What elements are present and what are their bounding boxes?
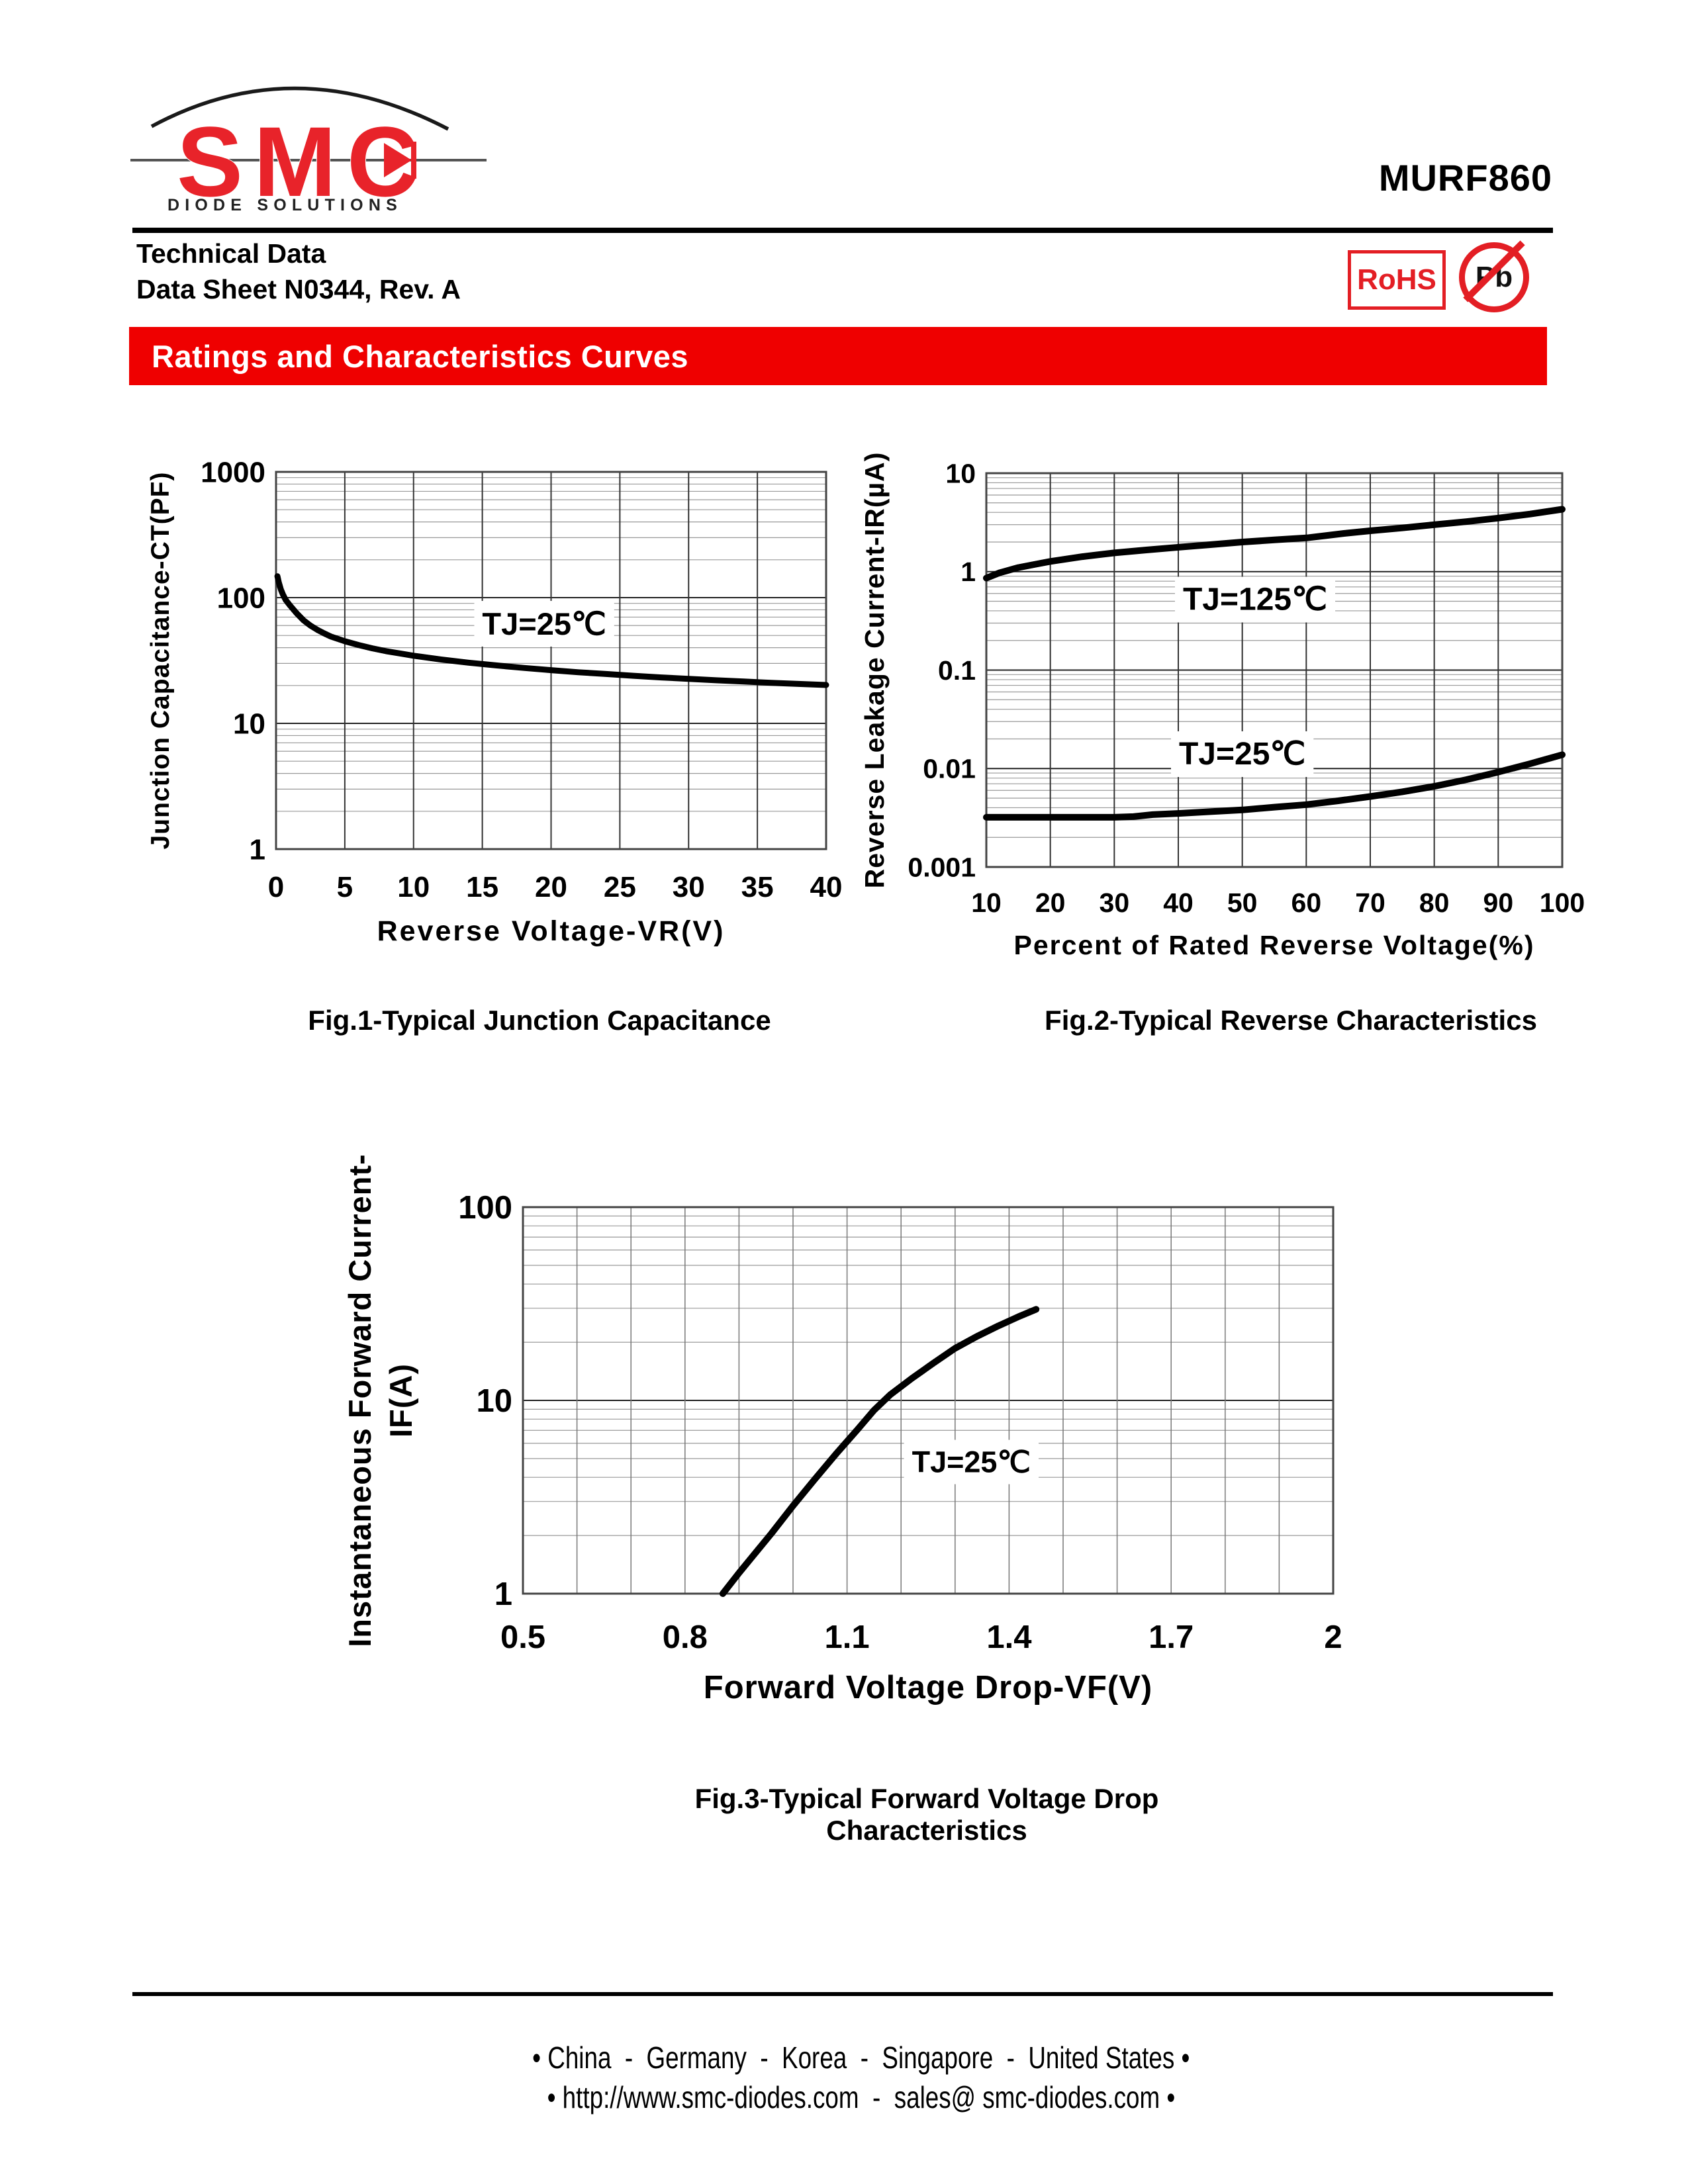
logo-arc-icon	[150, 86, 449, 131]
fig1-x-tick: 25	[604, 871, 636, 903]
fig3-x-tick: 1.7	[1149, 1619, 1194, 1655]
fig3-y-tick: 10	[476, 1383, 512, 1419]
fig2-y-tick: 0.1	[938, 655, 976, 686]
fig2-xlabel: Percent of Rated Reverse Voltage(%)	[1014, 930, 1535, 960]
fig3-ylabel: IF(A)	[383, 1363, 418, 1437]
fig1-x-tick: 30	[673, 871, 705, 903]
fig2-x-tick: 90	[1483, 887, 1514, 918]
diode-symbol-icon	[384, 142, 416, 179]
fig2-annotation: TJ=125℃	[1183, 582, 1327, 617]
fig2-x-tick: 80	[1419, 887, 1450, 918]
fig3-ylabel: Instantaneous Forward Current-	[342, 1154, 377, 1647]
fig2-series-1	[983, 751, 1566, 821]
footer-contact: • http://www.smc-diodes.com - sales@ smc…	[0, 2044, 1688, 2151]
fig2-annotation: TJ=25℃	[1179, 737, 1305, 772]
fig2-series-0	[983, 506, 1566, 582]
fig2-x-tick: 20	[1035, 887, 1066, 918]
fig1-x-tick: 40	[810, 871, 843, 903]
section-banner: Ratings and Characteristics Curves	[129, 327, 1547, 385]
fig1-y-tick: 100	[217, 582, 265, 614]
rohs-badge-label: RoHS	[1357, 263, 1436, 296]
fig2-svg: TJ=125℃ TJ=25℃ 10 20 30 40 50 60 70 80 90 100 10 1 0.1…	[859, 452, 1585, 960]
page-title: MURF860	[1378, 157, 1552, 199]
footer-contact-text: • http://www.smc-diodes.com - sales@ smc…	[547, 2080, 1175, 2115]
fig2-ylabel: Reverse Leakage Current-IR(µA)	[859, 452, 890, 889]
fig1-ylabel: Junction Capacitance-CT(PF)	[146, 472, 175, 850]
fig2-y-tick: 10	[945, 458, 976, 488]
fig3-forward-voltage-chart: TJ=25℃ 0.5 0.8 1.1 1.4 1.7 2 100 10 1 Forward Volt…	[331, 1125, 1423, 1744]
footer-locations-text: • China - Germany - Korea - Singapore - …	[532, 2040, 1190, 2075]
footer-locations: • China - Germany - Korea - Singapore - …	[0, 2004, 1688, 2111]
fig1-x-tick: 10	[397, 871, 430, 903]
fig1-x-tick: 35	[741, 871, 774, 903]
doc-meta: Technical Data Data Sheet N0344, Rev. A	[136, 236, 461, 307]
fig3-xlabel: Forward Voltage Drop-VF(V)	[704, 1670, 1152, 1706]
fig1-plot-border	[275, 471, 827, 850]
fig2-reverse-characteristics-chart: TJ=125℃ TJ=25℃ 10 20 30 40 50 60 70 80 90 100 10 1 0.1…	[847, 397, 1628, 996]
fig2-caption: Fig.2-Typical Reverse Characteristics	[1045, 1005, 1537, 1036]
section-title: Ratings and Characteristics Curves	[152, 338, 689, 374]
fig1-y-tick: 1	[250, 833, 265, 866]
fig2-x-tick: 50	[1227, 887, 1258, 918]
fig2-x-tick: 30	[1100, 887, 1130, 918]
fig1-svg: TJ=25℃ 0 5 10 15 20 25 30 35 40 1000 100 10 1 Reverse …	[146, 456, 843, 947]
fig1-annotation: TJ=25℃	[482, 606, 606, 641]
fig2-x-tick: 100	[1540, 887, 1585, 918]
fig3-caption: Fig.3-Typical Forward Voltage Drop Chara…	[694, 1783, 1159, 1846]
fig2-y-tick: 0.01	[923, 754, 976, 784]
fig1-y-tick: 1000	[201, 456, 265, 488]
doc-meta-line2: Data Sheet N0344, Rev. A	[136, 274, 461, 304]
fig3-x-tick: 1.1	[825, 1619, 870, 1655]
fig1-junction-capacitance-chart: TJ=25℃ 0 5 10 15 20 25 30 35 40 1000 100 10 1 Reverse …	[126, 397, 874, 983]
fig2-plot-border	[985, 472, 1564, 868]
fig3-plot-border	[522, 1206, 1335, 1595]
fig2-x-tick: 60	[1291, 887, 1322, 918]
fig3-annotation: TJ=25℃	[912, 1445, 1031, 1479]
fig1-x-tick: 20	[535, 871, 567, 903]
fig3-y-tick: 100	[458, 1190, 512, 1226]
fig3-svg: TJ=25℃ 0.5 0.8 1.1 1.4 1.7 2 100 10 1 Forward Volt…	[342, 1154, 1342, 1706]
fig3-x-tick: 0.8	[663, 1619, 708, 1655]
rohs-badge: RoHS	[1348, 250, 1446, 310]
pb-free-badge: Pb	[1459, 242, 1529, 312]
logo-brand-text: SMC	[177, 106, 429, 217]
fig2-y-tick: 0.001	[908, 852, 976, 882]
fig1-x-tick: 15	[466, 871, 498, 903]
fig3-series-0	[719, 1306, 1040, 1597]
fig1-caption: Fig.1-Typical Junction Capacitance	[308, 1005, 771, 1036]
fig2-x-tick: 10	[971, 887, 1002, 918]
fig3-x-tick: 1.4	[986, 1619, 1031, 1655]
footer-rule	[132, 1992, 1553, 1996]
smc-logo: SMC DIODE SOLUTIONS	[130, 86, 487, 218]
logo-tagline-text: DIODE SOLUTIONS	[167, 196, 402, 214]
fig1-x-tick: 5	[337, 871, 353, 903]
fig1-x-tick: 0	[268, 871, 284, 903]
fig3-x-tick: 2	[1324, 1619, 1342, 1655]
fig2-x-tick: 40	[1163, 887, 1194, 918]
header-rule	[132, 228, 1553, 233]
fig1-series-0	[274, 573, 829, 688]
doc-meta-line1: Technical Data	[136, 238, 326, 269]
fig3-x-tick: 0.5	[500, 1619, 545, 1655]
fig1-y-tick: 10	[233, 707, 265, 740]
fig2-y-tick: 1	[961, 557, 976, 587]
fig3-y-tick: 1	[494, 1576, 512, 1612]
fig1-xlabel: Reverse Voltage-VR(V)	[377, 915, 726, 947]
fig2-x-tick: 70	[1355, 887, 1385, 918]
